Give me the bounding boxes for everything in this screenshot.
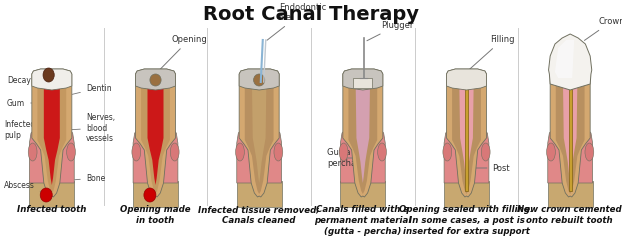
Text: Opening made
in tooth: Opening made in tooth bbox=[120, 205, 191, 225]
Polygon shape bbox=[348, 78, 377, 194]
Bar bbox=[569, 88, 572, 191]
Text: Endodontic
file: Endodontic file bbox=[267, 2, 327, 40]
Text: Infected tissue removed;
Canals cleaned: Infected tissue removed; Canals cleaned bbox=[198, 205, 320, 225]
Polygon shape bbox=[239, 69, 279, 90]
Polygon shape bbox=[356, 82, 370, 183]
Text: Root Canal Therapy: Root Canal Therapy bbox=[203, 4, 419, 23]
Polygon shape bbox=[444, 129, 489, 183]
Polygon shape bbox=[37, 78, 66, 194]
Polygon shape bbox=[32, 69, 72, 90]
Text: Gum: Gum bbox=[7, 99, 32, 108]
Polygon shape bbox=[556, 78, 585, 194]
Polygon shape bbox=[245, 78, 274, 194]
Ellipse shape bbox=[150, 74, 161, 86]
Polygon shape bbox=[459, 82, 474, 183]
Text: Gutta -
percha: Gutta - percha bbox=[327, 148, 356, 168]
Polygon shape bbox=[343, 69, 383, 90]
Ellipse shape bbox=[443, 143, 452, 161]
Polygon shape bbox=[136, 69, 175, 197]
Ellipse shape bbox=[585, 143, 594, 161]
Polygon shape bbox=[549, 34, 592, 90]
Ellipse shape bbox=[339, 143, 348, 161]
Ellipse shape bbox=[170, 143, 179, 161]
Polygon shape bbox=[444, 181, 489, 207]
Polygon shape bbox=[343, 69, 383, 197]
Polygon shape bbox=[133, 129, 178, 183]
Text: Abscess: Abscess bbox=[4, 181, 44, 192]
Text: Plugger: Plugger bbox=[367, 21, 413, 41]
Polygon shape bbox=[340, 181, 385, 207]
Polygon shape bbox=[452, 78, 481, 194]
Polygon shape bbox=[447, 69, 486, 197]
Polygon shape bbox=[29, 181, 74, 207]
Polygon shape bbox=[252, 82, 266, 183]
Text: Infected tooth: Infected tooth bbox=[17, 205, 86, 214]
Ellipse shape bbox=[236, 143, 244, 161]
Polygon shape bbox=[340, 129, 385, 183]
Text: Opening: Opening bbox=[159, 35, 207, 70]
Polygon shape bbox=[29, 129, 74, 183]
Text: New crown cemented
onto rebuilt tooth: New crown cemented onto rebuilt tooth bbox=[518, 205, 622, 225]
Bar bbox=[465, 88, 468, 191]
Polygon shape bbox=[239, 69, 279, 197]
Text: Post: Post bbox=[473, 164, 510, 173]
Polygon shape bbox=[563, 82, 577, 183]
Text: Nerves,
blood
vessels: Nerves, blood vessels bbox=[68, 113, 115, 143]
Ellipse shape bbox=[132, 143, 141, 161]
Polygon shape bbox=[136, 69, 175, 90]
Polygon shape bbox=[548, 181, 593, 207]
Text: Infected
pulp: Infected pulp bbox=[4, 120, 42, 140]
Text: Opening sealed with filling.
In some cases, a post is
inserted for extra support: Opening sealed with filling. In some cas… bbox=[399, 205, 534, 236]
Text: Canals filled with a
permanent material
(gutta - percha): Canals filled with a permanent material … bbox=[314, 205, 411, 236]
Ellipse shape bbox=[28, 143, 37, 161]
Polygon shape bbox=[237, 129, 282, 183]
Polygon shape bbox=[32, 69, 72, 197]
Text: Bone: Bone bbox=[75, 174, 105, 183]
Ellipse shape bbox=[274, 143, 283, 161]
Ellipse shape bbox=[547, 143, 555, 161]
Polygon shape bbox=[133, 181, 178, 207]
Polygon shape bbox=[353, 78, 373, 88]
Polygon shape bbox=[141, 78, 170, 194]
Ellipse shape bbox=[254, 74, 265, 86]
Text: Filling: Filling bbox=[468, 35, 515, 70]
Ellipse shape bbox=[144, 188, 156, 202]
Ellipse shape bbox=[67, 143, 75, 161]
Polygon shape bbox=[447, 69, 486, 90]
Polygon shape bbox=[147, 80, 164, 185]
Polygon shape bbox=[44, 80, 60, 185]
Ellipse shape bbox=[481, 143, 490, 161]
Ellipse shape bbox=[43, 68, 54, 82]
Text: Crown: Crown bbox=[585, 17, 622, 40]
Polygon shape bbox=[555, 40, 574, 78]
Polygon shape bbox=[237, 181, 282, 207]
Ellipse shape bbox=[40, 188, 52, 202]
Ellipse shape bbox=[378, 143, 386, 161]
Polygon shape bbox=[548, 129, 593, 183]
Text: Decay: Decay bbox=[7, 74, 46, 84]
Text: Dentin: Dentin bbox=[72, 83, 111, 94]
Polygon shape bbox=[550, 69, 590, 197]
